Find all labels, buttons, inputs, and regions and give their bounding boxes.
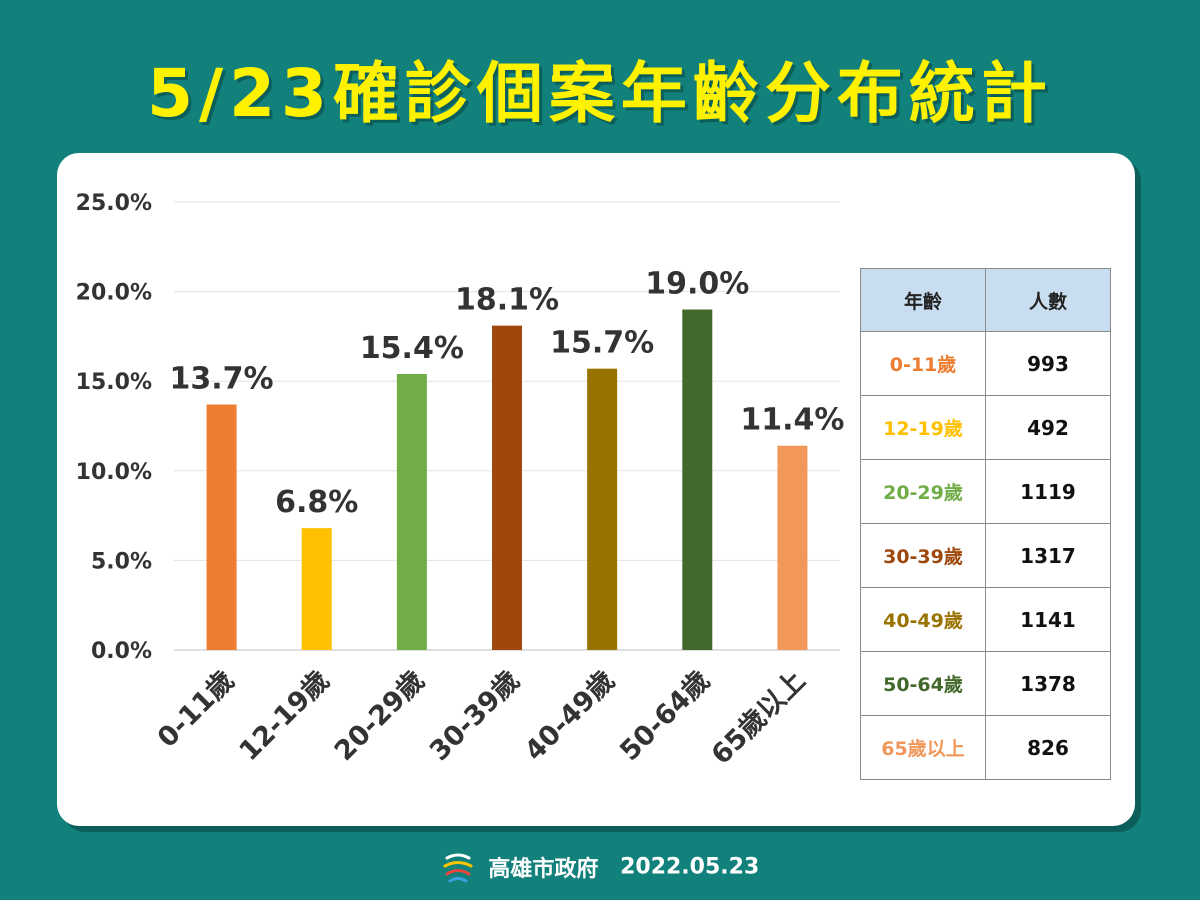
table-row: 0-11歲 993 — [860, 331, 1111, 396]
content-panel: 0.0% 5.0% 10.0% 15.0% 20.0% 25.0% 13.7% 0-11歲 6.… — [57, 153, 1135, 826]
bar — [301, 528, 332, 650]
age-count-table: 年齡 人數 0-11歲 993 12-19歲 492 20-29歲 1119 3… — [860, 268, 1111, 780]
table-row: 12-19歲 492 — [860, 395, 1111, 460]
data-label: 19.0% — [645, 267, 749, 302]
data-label: 11.4% — [740, 403, 844, 438]
table-cell-count: 1141 — [985, 587, 1111, 652]
footer-date: 2022.05.23 — [620, 854, 760, 880]
data-label: 15.4% — [360, 331, 464, 366]
kaohsiung-logo-icon — [443, 853, 473, 883]
x-tick-label: 30-39歲 — [424, 665, 526, 767]
table-cell-age: 30-39歲 — [860, 523, 986, 588]
table-row: 30-39歲 1317 — [860, 523, 1111, 588]
bar-chart: 0.0% 5.0% 10.0% 15.0% 20.0% 25.0% 13.7% 0-11歲 6.… — [76, 191, 845, 771]
table-row: 40-49歲 1141 — [860, 587, 1111, 652]
table-cell-count: 1119 — [985, 459, 1111, 524]
table-header-row: 年齡 人數 — [860, 268, 1111, 332]
table-header-age: 年齡 — [860, 268, 986, 332]
x-tick-label: 0-11歲 — [152, 665, 241, 754]
y-tick-label: 10.0% — [76, 460, 152, 485]
bar — [492, 325, 522, 650]
y-tick-label: 0.0% — [91, 639, 152, 664]
bar — [587, 368, 618, 650]
table-row: 65歲以上 826 — [860, 715, 1111, 780]
bar — [396, 374, 427, 650]
y-tick-label: 15.0% — [76, 370, 152, 395]
table-cell-age: 40-49歲 — [860, 587, 986, 652]
table-cell-count: 826 — [985, 715, 1111, 780]
data-label: 13.7% — [170, 361, 274, 396]
table-cell-count: 993 — [985, 331, 1111, 396]
table-cell-count: 1378 — [985, 651, 1111, 716]
table-header-count: 人數 — [985, 268, 1111, 332]
table-row: 20-29歲 1119 — [860, 459, 1111, 524]
data-label: 18.1% — [455, 283, 559, 318]
bar — [206, 404, 237, 650]
table-cell-age: 50-64歲 — [860, 651, 986, 716]
x-tick-label: 20-29歲 — [329, 665, 431, 767]
bar — [682, 309, 713, 650]
x-tick-label: 65歲以上 — [706, 665, 812, 771]
table-cell-age: 12-19歲 — [860, 395, 986, 460]
x-tick-label: 40-49歲 — [519, 665, 621, 767]
y-tick-label: 20.0% — [76, 281, 152, 306]
table-row: 50-64歲 1378 — [860, 651, 1111, 716]
bar — [777, 445, 808, 650]
y-tick-label: 25.0% — [76, 191, 152, 216]
table-cell-age: 0-11歲 — [860, 331, 986, 396]
table-cell-count: 1317 — [985, 523, 1111, 588]
data-label: 6.8% — [275, 485, 358, 520]
footer: 高雄市政府 2022.05.23 — [0, 850, 1200, 884]
x-tick-label: 12-19歲 — [234, 665, 336, 767]
footer-org: 高雄市政府 — [488, 857, 599, 882]
y-tick-label: 5.0% — [91, 549, 152, 574]
table-cell-age: 65歲以上 — [860, 715, 986, 780]
data-label: 15.7% — [550, 326, 654, 361]
table-cell-age: 20-29歲 — [860, 459, 986, 524]
page-title: 5/23確診個案年齡分布統計 — [147, 55, 1053, 132]
table-cell-count: 492 — [985, 395, 1111, 460]
x-tick-label: 50-64歲 — [614, 665, 716, 767]
